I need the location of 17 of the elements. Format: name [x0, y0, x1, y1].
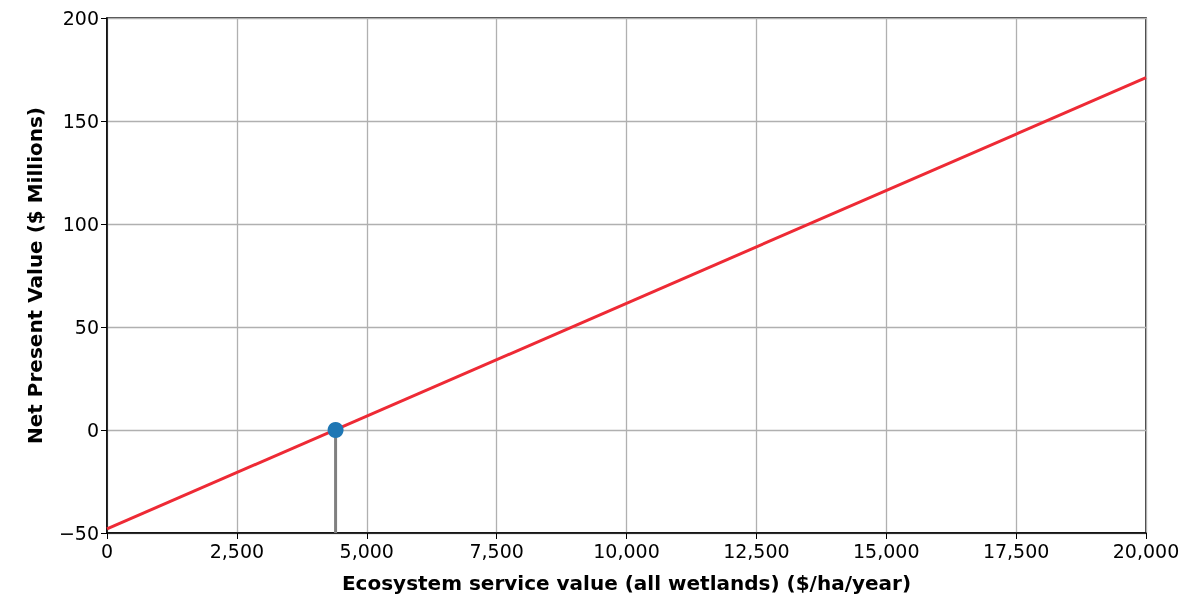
- x-tick-label: 7,500: [469, 539, 524, 562]
- x-tick-label: 10,000: [593, 539, 660, 562]
- y-tick-label: 150: [62, 110, 99, 132]
- x-tick-label: 2,500: [209, 539, 265, 562]
- x-axis-title: Ecosystem service value (all wetlands) ($/ha/year): [341, 571, 912, 595]
- y-tick-label: −50: [58, 522, 99, 544]
- y-axis-title: Net Present Value ($ Millions): [23, 106, 47, 445]
- y-tick-label: 50: [74, 316, 99, 338]
- y-tick-label: 100: [62, 213, 99, 235]
- x-tick-label: 15,000: [853, 539, 920, 562]
- y-tick-label: 200: [62, 7, 99, 29]
- y-tick-label: 0: [86, 419, 99, 441]
- x-tick-label: 17,500: [982, 539, 1050, 562]
- x-tick-label: 20,000: [1112, 539, 1180, 562]
- x-tick-label: 12,500: [723, 539, 790, 562]
- x-tick-label: 0: [100, 539, 114, 562]
- x-tick-label: 5,000: [339, 539, 394, 562]
